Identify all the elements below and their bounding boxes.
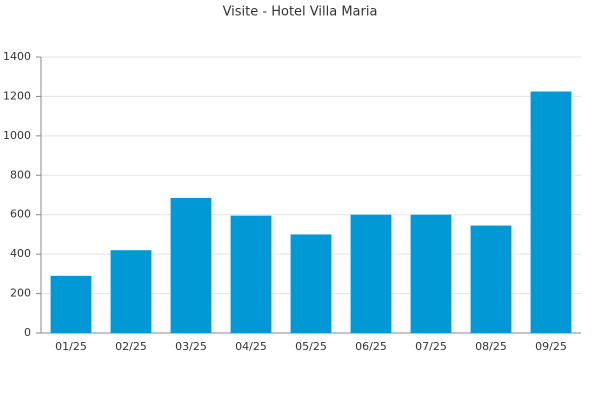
bar [170,197,212,333]
bar [530,91,572,333]
x-tick-label: 03/25 [175,340,207,353]
bar [410,214,452,333]
y-tick-label: 400 [10,247,31,260]
y-tick-label: 1200 [3,89,31,102]
chart-title: Visite - Hotel Villa Maria [223,5,378,20]
x-tick-label: 06/25 [355,340,387,353]
y-tick-label: 0 [24,326,31,339]
bar [470,225,512,333]
bar [50,275,92,333]
x-tick-label: 08/25 [475,340,507,353]
x-tick-label: 04/25 [235,340,267,353]
y-tick-label: 200 [10,287,31,300]
x-tick-label: 01/25 [55,340,87,353]
bar [350,214,392,333]
x-tick-label: 05/25 [295,340,327,353]
bar [290,234,332,333]
x-tick-label: 09/25 [535,340,567,353]
y-tick-label: 1400 [3,50,31,63]
y-tick-label: 600 [10,208,31,221]
bar [110,250,152,333]
y-tick-label: 800 [10,168,31,181]
x-tick-label: 07/25 [415,340,447,353]
x-tick-label: 02/25 [115,340,147,353]
y-tick-label: 1000 [3,129,31,142]
bar [230,215,272,333]
